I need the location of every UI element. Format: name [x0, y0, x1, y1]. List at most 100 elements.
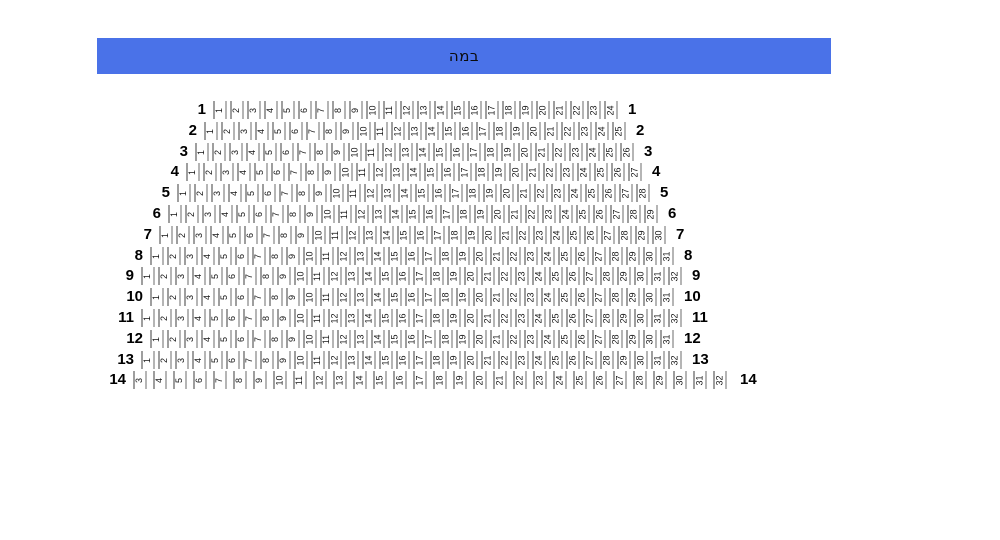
seat[interactable]: 29 — [617, 267, 631, 285]
seat[interactable]: 1 — [150, 288, 164, 306]
seat[interactable]: 18 — [484, 143, 498, 161]
seat[interactable]: 10 — [303, 247, 317, 265]
seat[interactable]: 27 — [610, 205, 624, 223]
seat[interactable]: 10 — [303, 288, 317, 306]
seat[interactable]: 30 — [652, 226, 666, 244]
seat[interactable]: 18 — [430, 351, 444, 369]
seat[interactable]: 18 — [430, 309, 444, 327]
seat[interactable]: 19 — [456, 247, 470, 265]
seat[interactable]: 29 — [653, 371, 667, 389]
seat[interactable]: 7 — [306, 122, 320, 140]
seat[interactable]: 29 — [626, 330, 640, 348]
seat[interactable]: 29 — [617, 351, 631, 369]
seat[interactable]: 21 — [490, 330, 504, 348]
seat[interactable]: 14 — [416, 143, 430, 161]
seat[interactable]: 14 — [371, 288, 385, 306]
seat[interactable]: 14 — [353, 371, 367, 389]
seat[interactable]: 4 — [201, 247, 215, 265]
seat[interactable]: 17 — [413, 267, 427, 285]
seat[interactable]: 19 — [447, 267, 461, 285]
seat[interactable]: 27 — [601, 226, 615, 244]
seat[interactable]: 3 — [229, 143, 243, 161]
seat[interactable]: 26 — [575, 330, 589, 348]
seat[interactable]: 25 — [549, 309, 563, 327]
seat[interactable]: 22 — [552, 143, 566, 161]
seat[interactable]: 8 — [269, 288, 283, 306]
seat[interactable]: 14 — [398, 184, 412, 202]
seat[interactable]: 20 — [464, 309, 478, 327]
seat[interactable]: 21 — [490, 288, 504, 306]
seat[interactable]: 29 — [626, 288, 640, 306]
seat[interactable]: 20 — [473, 247, 487, 265]
seat[interactable]: 10 — [294, 309, 308, 327]
seat[interactable]: 3 — [184, 330, 198, 348]
seat[interactable]: 9 — [286, 288, 300, 306]
seat[interactable]: 19 — [519, 101, 533, 119]
seat[interactable]: 19 — [510, 122, 524, 140]
seat[interactable]: 17 — [485, 101, 499, 119]
seat[interactable]: 23 — [524, 288, 538, 306]
seat[interactable]: 12 — [337, 247, 351, 265]
seat[interactable]: 14 — [362, 309, 376, 327]
seat[interactable]: 1 — [195, 143, 209, 161]
seat[interactable]: 21 — [481, 309, 495, 327]
seat[interactable]: 19 — [456, 288, 470, 306]
seat[interactable]: 8 — [269, 330, 283, 348]
seat[interactable]: 19 — [465, 226, 479, 244]
seat[interactable]: 15 — [379, 309, 393, 327]
seat[interactable]: 24 — [577, 163, 591, 181]
seat[interactable]: 4 — [237, 163, 251, 181]
seat[interactable]: 12 — [313, 371, 327, 389]
seat[interactable]: 14 — [389, 205, 403, 223]
seat[interactable]: 21 — [493, 371, 507, 389]
seat[interactable]: 32 — [713, 371, 727, 389]
seat[interactable]: 27 — [583, 351, 597, 369]
seat[interactable]: 5 — [227, 226, 241, 244]
seat[interactable]: 20 — [509, 163, 523, 181]
seat[interactable]: 27 — [592, 288, 606, 306]
seat[interactable]: 22 — [570, 101, 584, 119]
seat[interactable]: 8 — [260, 351, 274, 369]
seat[interactable]: 12 — [328, 267, 342, 285]
seat[interactable]: 5 — [209, 351, 223, 369]
seat[interactable]: 21 — [544, 122, 558, 140]
seat[interactable]: 10 — [330, 184, 344, 202]
seat[interactable]: 30 — [634, 267, 648, 285]
seat[interactable]: 7 — [297, 143, 311, 161]
seat[interactable]: 17 — [449, 184, 463, 202]
seat[interactable]: 16 — [396, 309, 410, 327]
seat[interactable]: 13 — [417, 101, 431, 119]
seat[interactable]: 6 — [235, 288, 249, 306]
seat[interactable]: 23 — [533, 371, 547, 389]
seat[interactable]: 28 — [609, 247, 623, 265]
seat[interactable]: 10 — [294, 351, 308, 369]
seat[interactable]: 29 — [626, 247, 640, 265]
seat[interactable]: 11 — [374, 122, 388, 140]
seat[interactable]: 20 — [473, 371, 487, 389]
seat[interactable]: 16 — [405, 247, 419, 265]
seat[interactable]: 7 — [279, 184, 293, 202]
seat[interactable]: 3 — [193, 226, 207, 244]
seat[interactable]: 14 — [425, 122, 439, 140]
seat[interactable]: 26 — [566, 309, 580, 327]
seat[interactable]: 9 — [349, 101, 363, 119]
seat[interactable]: 12 — [355, 205, 369, 223]
seat[interactable]: 28 — [627, 205, 641, 223]
seat[interactable]: 13 — [354, 330, 368, 348]
seat[interactable]: 12 — [364, 184, 378, 202]
seat[interactable]: 2 — [158, 309, 172, 327]
seat[interactable]: 32 — [668, 267, 682, 285]
seat[interactable]: 24 — [532, 351, 546, 369]
seat[interactable]: 10 — [321, 205, 335, 223]
seat[interactable]: 14 — [434, 101, 448, 119]
seat[interactable]: 17 — [458, 163, 472, 181]
seat[interactable]: 24 — [541, 288, 555, 306]
seat[interactable]: 18 — [430, 267, 444, 285]
seat[interactable]: 21 — [499, 226, 513, 244]
seat[interactable]: 15 — [379, 351, 393, 369]
seat[interactable]: 7 — [252, 330, 266, 348]
seat[interactable]: 24 — [586, 143, 600, 161]
seat[interactable]: 22 — [498, 309, 512, 327]
seat[interactable]: 5 — [254, 163, 268, 181]
seat[interactable]: 12 — [337, 330, 351, 348]
